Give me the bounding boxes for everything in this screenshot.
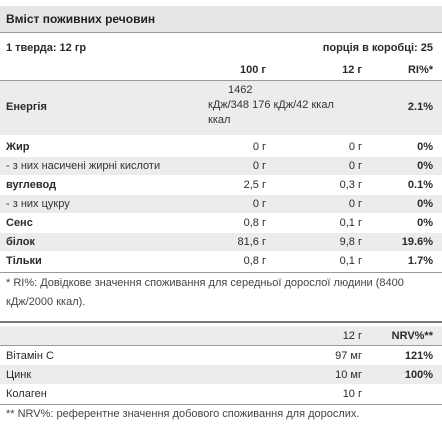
- row-label: вуглевод: [6, 179, 57, 191]
- row-per12: 0 г: [348, 198, 362, 210]
- row-ri: 0%: [417, 160, 433, 172]
- row-ri: 0%: [417, 141, 433, 153]
- divider: [0, 404, 442, 405]
- row-per12: 0,1 г: [339, 217, 362, 229]
- row-per12: 97 мг: [335, 350, 362, 362]
- table1-header-row: 100 г 12 г RI%*: [0, 64, 442, 80]
- table-row: Жир 0 г 0 г 0%: [0, 138, 442, 156]
- energy-ri: 2.1%: [407, 101, 433, 113]
- row-per12: 0 г: [348, 141, 362, 153]
- row-per100: 2,5 г: [243, 179, 266, 191]
- table-row: - з них насичені жирні кислоти 0 г 0 г 0…: [0, 157, 442, 175]
- divider: [0, 272, 442, 273]
- servings-per-box: порція в коробці: 25: [322, 42, 433, 54]
- row-ri: 0%: [417, 217, 433, 229]
- row-per12: 0,3 г: [339, 179, 362, 191]
- energy-values: 1462 кДж/348 176 кДж/42 ккал ккал: [208, 83, 360, 128]
- energy-kcal-100: ккал: [208, 114, 231, 126]
- nutrition-title: Вміст поживних речовин: [6, 12, 156, 26]
- serving-size: 1 тверда: 12 гр: [6, 42, 87, 54]
- row-per12: 9,8 г: [339, 236, 362, 248]
- row-label: Вітамін С: [6, 350, 54, 362]
- table-row: Колаген 10 г: [0, 384, 442, 403]
- row-per100: 0 г: [252, 160, 266, 172]
- row-per12: 10 мг: [335, 369, 362, 381]
- table-row: вуглевод 2,5 г 0,3 г 0.1%: [0, 176, 442, 194]
- header-per-100g: 100 г: [240, 64, 266, 76]
- divider: [0, 321, 442, 323]
- table-row: білок 81,6 г 9,8 г 19.6%: [0, 233, 442, 251]
- divider: [0, 80, 442, 81]
- energy-mixed: кДж/348 176 кДж/42 ккал: [208, 99, 334, 111]
- row-ri: 0%: [417, 198, 433, 210]
- ri-footnote: * RI%: Довідкове значення споживання для…: [6, 277, 404, 308]
- header-per-12g: 12 г: [342, 330, 362, 342]
- row-label: Жир: [6, 141, 30, 153]
- header-per-12g: 12 г: [342, 64, 362, 76]
- divider: [0, 32, 442, 33]
- serving-row: 1 тверда: 12 гр порція в коробці: 25: [0, 42, 442, 58]
- row-label: Тільки: [6, 255, 42, 267]
- nrv-footnote: ** NRV%: референтне значення добового сп…: [6, 408, 360, 420]
- header-nrv: NRV%**: [391, 330, 433, 342]
- energy-kj-100: 1462: [228, 84, 253, 96]
- table-row: Вітамін С 97 мг 121%: [0, 346, 442, 365]
- row-label: Цинк: [6, 369, 32, 381]
- divider: [0, 345, 442, 346]
- row-ri: 19.6%: [401, 236, 433, 248]
- row-label: білок: [6, 236, 35, 248]
- row-label: - з них насичені жирні кислоти: [6, 160, 161, 172]
- row-ri: 0.1%: [407, 179, 433, 191]
- row-per12: 0 г: [348, 160, 362, 172]
- row-per100: 0,8 г: [243, 255, 266, 267]
- energy-row: Енергія 1462 кДж/348 176 кДж/42 ккал кка…: [0, 81, 442, 135]
- table2-header-row: 12 г NRV%**: [0, 326, 442, 345]
- row-per12: 0,1 г: [339, 255, 362, 267]
- nutrition-title-bar: Вміст поживних речовин: [0, 6, 442, 32]
- table-row: Цинк 10 мг 100%: [0, 365, 442, 384]
- table-row: Сенс 0,8 г 0,1 г 0%: [0, 214, 442, 232]
- row-per100: 0,8 г: [243, 217, 266, 229]
- row-nrv: 100%: [404, 369, 433, 381]
- row-label: Колаген: [6, 388, 47, 400]
- row-ri: 1.7%: [407, 255, 433, 267]
- row-nrv: 121%: [404, 350, 433, 362]
- row-per100: 81,6 г: [237, 236, 266, 248]
- row-per12: 10 г: [342, 388, 362, 400]
- row-per100: 0 г: [252, 141, 266, 153]
- header-ri: RI%*: [407, 64, 433, 76]
- energy-label: Енергія: [6, 101, 47, 113]
- row-per100: 0 г: [252, 198, 266, 210]
- row-label: - з них цукру: [6, 198, 70, 210]
- table-row: - з них цукру 0 г 0 г 0%: [0, 195, 442, 213]
- table-row: Тільки 0,8 г 0,1 г 1.7%: [0, 252, 442, 270]
- row-label: Сенс: [6, 217, 33, 229]
